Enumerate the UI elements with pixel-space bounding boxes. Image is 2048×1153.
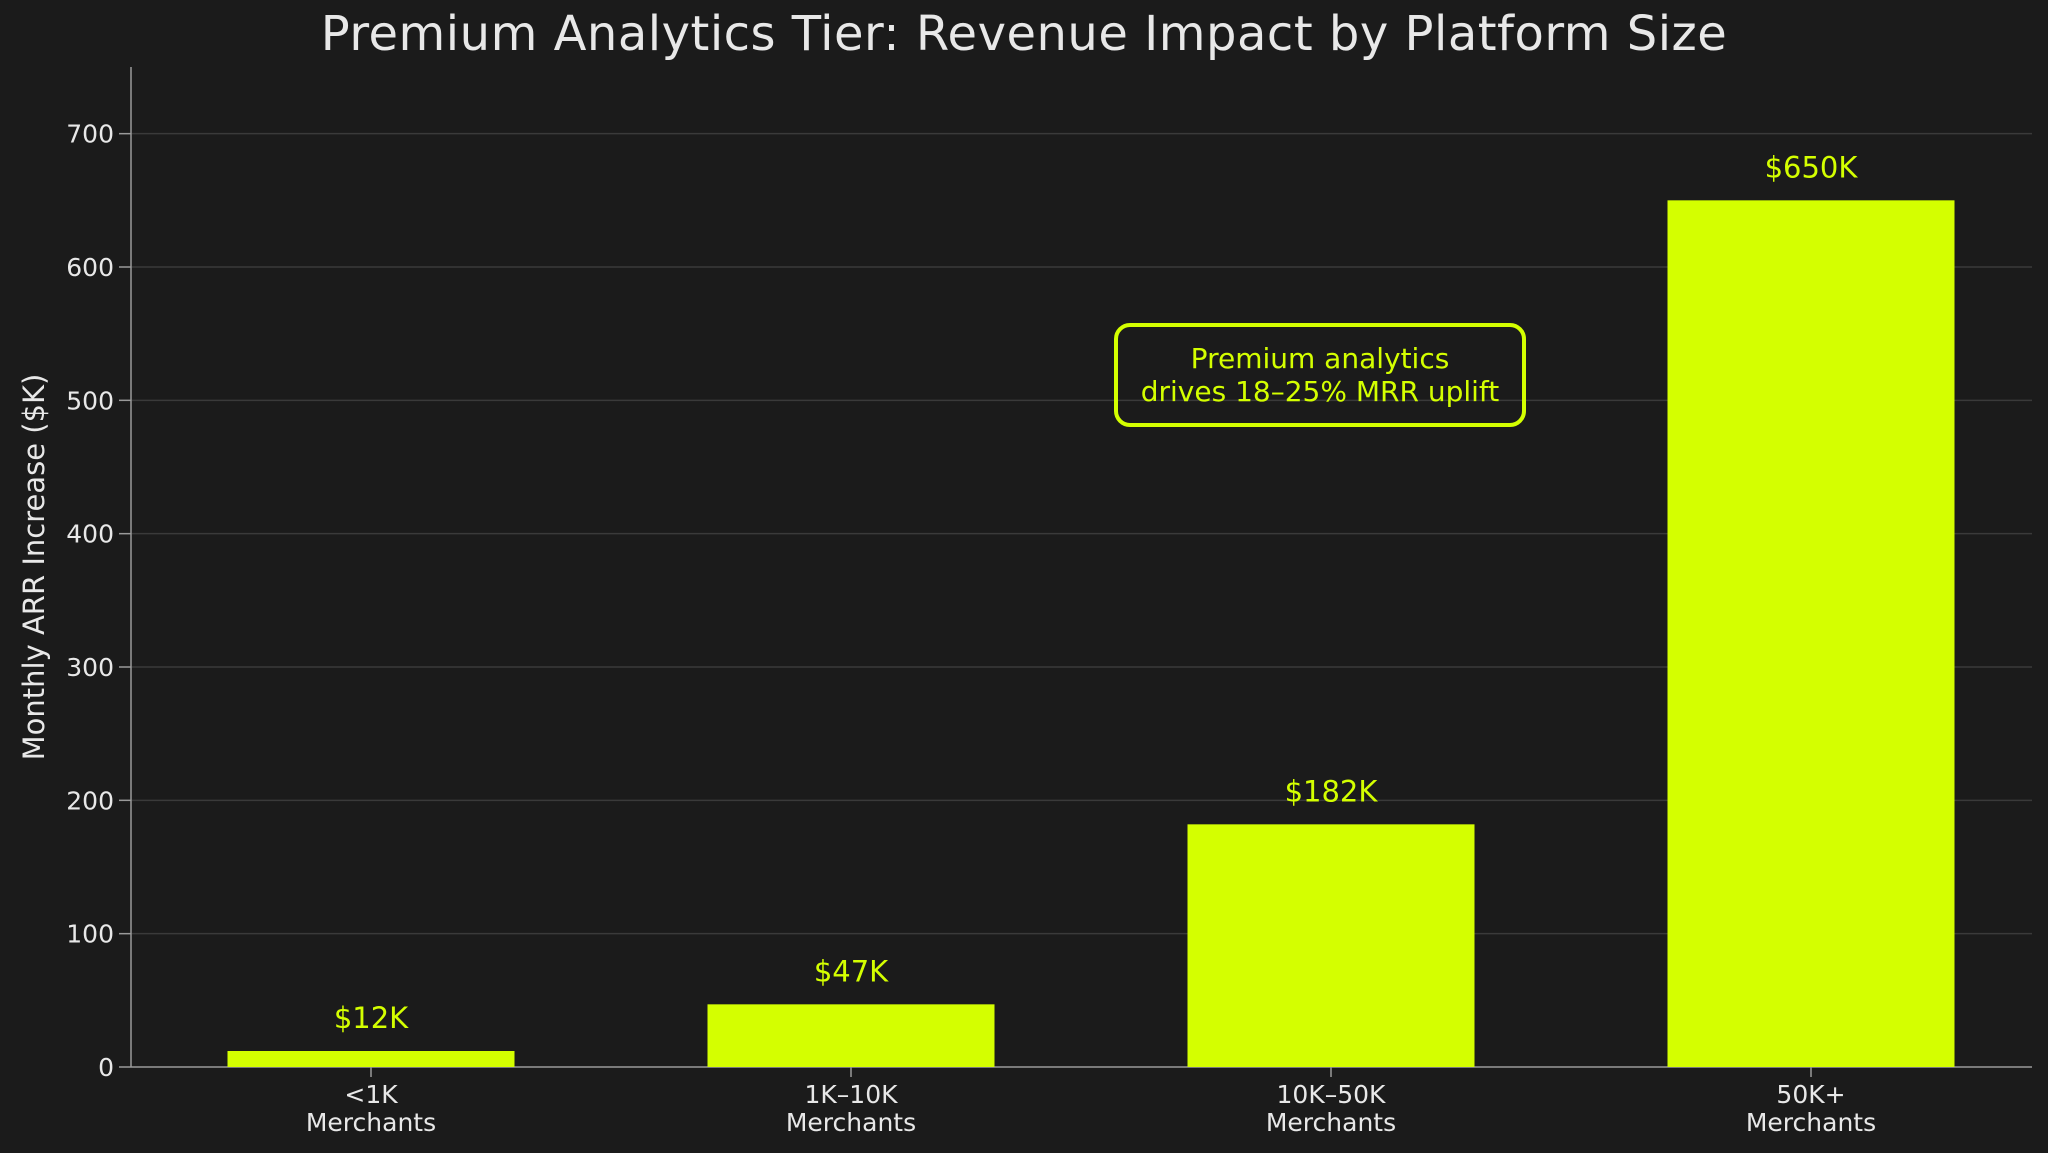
y-tick-label-300: 300 xyxy=(66,653,114,682)
y-tick-label-200: 200 xyxy=(66,786,114,815)
bar-value-label-2: $182K xyxy=(1285,774,1379,808)
x-tick-label-0-0: <1K xyxy=(344,1080,398,1109)
chart-title: Premium Analytics Tier: Revenue Impact b… xyxy=(320,6,1728,62)
annotation-line-1: Premium analytics xyxy=(1190,342,1450,375)
bar-value-label-1: $47K xyxy=(814,954,889,988)
x-tick-label-3-0: 50K+ xyxy=(1776,1080,1845,1109)
bar-value-label-0: $12K xyxy=(334,1001,409,1035)
x-tick-label-3-1: Merchants xyxy=(1746,1108,1876,1137)
x-tick-label-1-1: Merchants xyxy=(786,1108,916,1137)
y-tick-label-400: 400 xyxy=(66,520,114,549)
bar-0 xyxy=(227,1051,515,1067)
bar-value-label-3: $650K xyxy=(1765,150,1859,184)
annotation-line-2: drives 18–25% MRR uplift xyxy=(1140,375,1500,408)
x-tick-label-1-0: 1K–10K xyxy=(804,1080,898,1109)
x-tick-label-0-1: Merchants xyxy=(306,1108,436,1137)
x-tick-label-2-1: Merchants xyxy=(1266,1108,1396,1137)
y-tick-label-0: 0 xyxy=(98,1053,114,1082)
annotation-callout: Premium analytics drives 18–25% MRR upli… xyxy=(1114,323,1526,427)
bar-2 xyxy=(1187,824,1475,1067)
bar-3 xyxy=(1667,200,1955,1068)
y-tick-label-100: 100 xyxy=(66,920,114,949)
bar-1 xyxy=(707,1004,995,1067)
y-tick-label-600: 600 xyxy=(66,253,114,282)
x-tick-label-2-0: 10K–50K xyxy=(1277,1080,1387,1109)
y-tick-label-700: 700 xyxy=(66,120,114,149)
y-tick-label-500: 500 xyxy=(66,386,114,415)
